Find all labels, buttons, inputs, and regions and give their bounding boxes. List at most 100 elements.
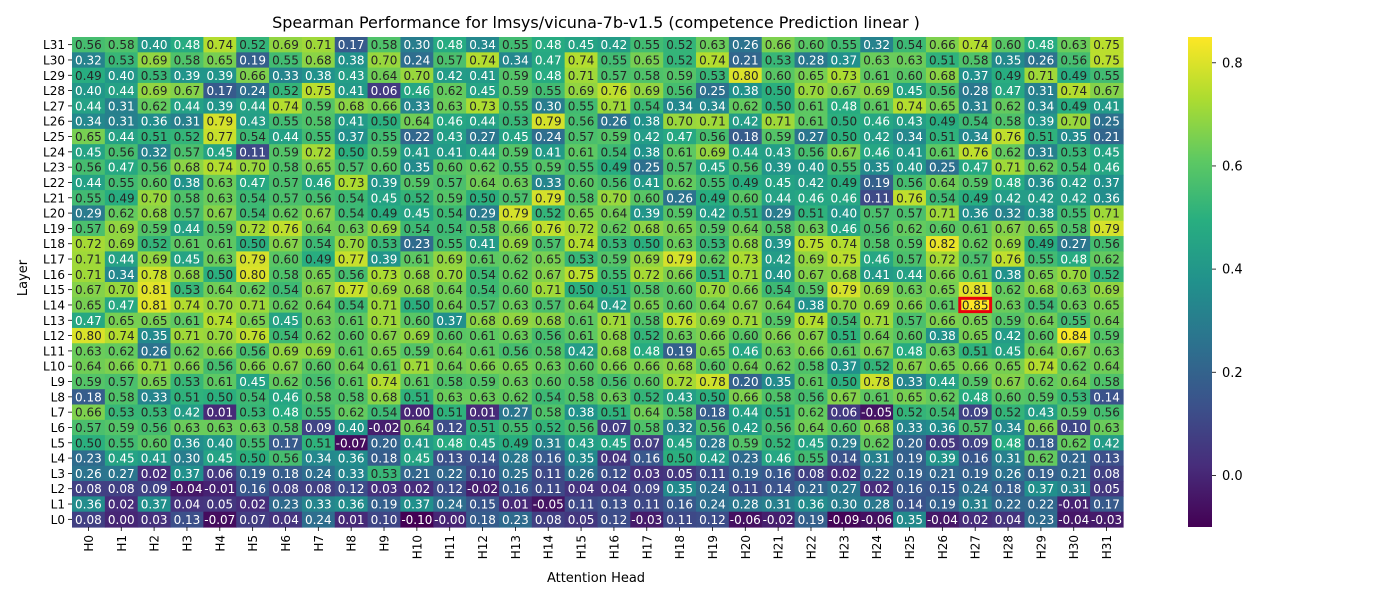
- heatmap-cell: [531, 113, 566, 130]
- heatmap-cell: [433, 205, 467, 222]
- heatmap-cell-label: 0.55: [830, 161, 857, 175]
- heatmap-cell: [1024, 113, 1058, 130]
- x-tick-label: H4: [213, 535, 227, 552]
- heatmap-cell-label: 0.45: [404, 452, 431, 466]
- heatmap-cell: [301, 282, 336, 298]
- heatmap-cell-label: 0.05: [929, 436, 956, 450]
- heatmap-cell: [860, 113, 894, 130]
- heatmap-cell-label: 0.01: [338, 513, 365, 527]
- heatmap-cell-label: 0.45: [206, 452, 233, 466]
- heatmap-cell-label: 0.21: [1060, 452, 1087, 466]
- heatmap-cell: [400, 144, 434, 161]
- heatmap-cell-label: 0.55: [239, 436, 266, 450]
- heatmap-cell-label: 0.73: [338, 176, 365, 190]
- heatmap-cell: [203, 190, 237, 207]
- heatmap-cell-label: 0.59: [1028, 390, 1055, 404]
- heatmap-cell: [269, 481, 303, 497]
- heatmap-cell: [630, 282, 664, 298]
- heatmap-cell-label: 0.69: [108, 222, 135, 236]
- heatmap-cell-label: 0.55: [75, 191, 102, 205]
- heatmap-cell-label: 0.19: [1028, 467, 1055, 481]
- heatmap-cell: [137, 327, 172, 344]
- heatmap-cell-label: 0.46: [1093, 161, 1120, 175]
- heatmap-cell: [531, 511, 566, 528]
- heatmap-cell-label: 0.30: [535, 99, 562, 113]
- heatmap-cell-label: 0.62: [108, 207, 135, 221]
- heatmap-cell-label: 0.57: [962, 253, 989, 267]
- heatmap-cell-label: 0.71: [75, 268, 102, 282]
- heatmap-cell: [170, 465, 204, 482]
- heatmap-cell: [203, 236, 237, 252]
- heatmap-cell: [728, 159, 763, 176]
- heatmap-cell-label: 0.20: [732, 375, 759, 389]
- heatmap-cell-label: 0.62: [995, 283, 1022, 297]
- heatmap-cell-label: 0.56: [601, 176, 628, 190]
- heatmap-cell-label: 0.62: [699, 253, 726, 267]
- heatmap-cell-label: 0.61: [798, 115, 825, 129]
- heatmap-cell: [301, 373, 336, 390]
- heatmap-cell: [761, 52, 796, 69]
- heatmap-cell-label: 0.64: [436, 298, 463, 312]
- heatmap-cell: [1024, 404, 1058, 421]
- heatmap-cell-label: 0.69: [568, 84, 595, 98]
- heatmap-cell-label: 0.65: [239, 314, 266, 328]
- heatmap-cell-label: 0.57: [436, 176, 463, 190]
- heatmap-cell-label: 0.55: [305, 130, 332, 144]
- heatmap-cell-label: 0.18: [371, 452, 398, 466]
- heatmap-cell: [1024, 159, 1058, 176]
- heatmap-cell-label: 0.79: [535, 115, 562, 129]
- heatmap-cell-label: 0.37: [436, 314, 463, 328]
- heatmap-cell: [498, 266, 533, 283]
- heatmap-cell: [203, 37, 237, 53]
- heatmap-cell-label: 0.69: [141, 53, 168, 67]
- heatmap-cell-label: 0.59: [962, 176, 989, 190]
- heatmap-cell: [794, 82, 828, 99]
- heatmap-cell: [925, 236, 960, 252]
- heatmap-cell-label: 0.47: [535, 53, 562, 67]
- heatmap-cell: [1057, 113, 1091, 130]
- heatmap-cell-label: 0.58: [568, 390, 595, 404]
- heatmap-cell-label: 0.27: [1060, 237, 1087, 251]
- heatmap-cell: [498, 450, 533, 467]
- heatmap-cell: [236, 52, 270, 69]
- heatmap-cell-label: 0.56: [798, 145, 825, 159]
- y-tick-label: L17: [43, 253, 65, 267]
- heatmap-cell: [597, 174, 631, 191]
- heatmap-cell-label: 0.16: [535, 452, 562, 466]
- y-tick-label: L25: [43, 130, 65, 144]
- heatmap-cell-label: 0.63: [502, 298, 529, 312]
- heatmap-cell-label: 0.77: [206, 130, 233, 144]
- heatmap-cell: [958, 327, 993, 344]
- heatmap-cell: [72, 435, 106, 452]
- heatmap-cell-label: 0.55: [830, 38, 857, 52]
- heatmap-cell-label: 0.35: [1060, 130, 1087, 144]
- heatmap-cell: [72, 128, 106, 145]
- heatmap-cell-label: 0.51: [404, 390, 431, 404]
- heatmap-cell-label: 0.19: [732, 467, 759, 481]
- heatmap-cell: [433, 450, 467, 467]
- heatmap-cell-label: 0.52: [633, 329, 660, 343]
- heatmap-cell-label: 0.14: [830, 452, 857, 466]
- heatmap-cell-label: 0.65: [1028, 222, 1055, 236]
- heatmap-cell: [761, 37, 796, 53]
- heatmap-cell: [301, 67, 336, 84]
- heatmap-cell-label: 0.55: [699, 176, 726, 190]
- heatmap-cell: [728, 174, 763, 191]
- heatmap-cell: [400, 297, 434, 314]
- heatmap-cell-label: 0.44: [108, 84, 135, 98]
- heatmap-cell-label: 0.39: [371, 176, 398, 190]
- heatmap-cell-label: 0.05: [1093, 482, 1120, 496]
- heatmap-cell-label: 0.11: [863, 191, 890, 205]
- heatmap-cell: [203, 266, 237, 283]
- heatmap-cell: [1090, 159, 1124, 176]
- heatmap-cell: [301, 82, 336, 99]
- heatmap-cell: [925, 465, 960, 482]
- heatmap-cell-label: 0.59: [666, 69, 693, 83]
- heatmap-cell-label: 0.55: [798, 452, 825, 466]
- heatmap-cell-label: 0.64: [633, 406, 660, 420]
- heatmap-cell-label: 0.56: [272, 452, 299, 466]
- heatmap-cell: [170, 220, 204, 237]
- heatmap-cell: [104, 98, 139, 115]
- heatmap-cell-label: 0.62: [1093, 253, 1120, 267]
- heatmap-cell-label: 0.60: [666, 283, 693, 297]
